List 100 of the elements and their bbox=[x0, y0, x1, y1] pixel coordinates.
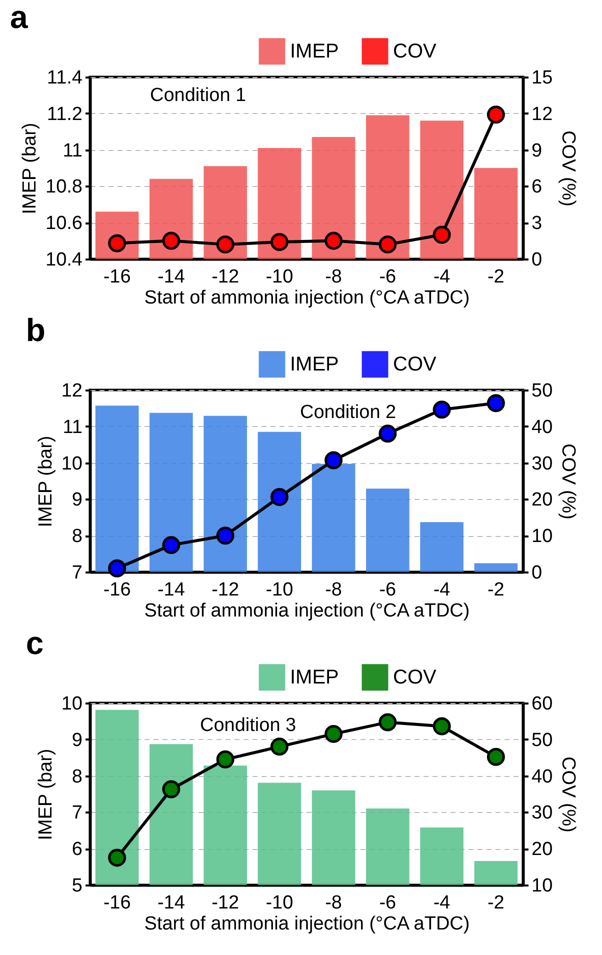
legend-label: IMEP bbox=[290, 666, 339, 688]
point bbox=[486, 394, 505, 412]
y-tick-label: 7 bbox=[72, 802, 82, 824]
point bbox=[108, 848, 126, 867]
y-tick-label: 11 bbox=[62, 416, 82, 438]
y-tick-label: 10 bbox=[61, 453, 82, 474]
x-tick-label: -4 bbox=[433, 580, 451, 600]
y2-tick-label: 10 bbox=[532, 876, 553, 896]
x-tick-label: -14 bbox=[157, 580, 186, 600]
point bbox=[162, 232, 180, 250]
x-tick-label: -4 bbox=[433, 266, 451, 288]
x-tick-label: -8 bbox=[325, 892, 342, 914]
x-tick-label: -8 bbox=[325, 266, 342, 288]
legend-label: IMEP bbox=[290, 353, 339, 376]
point bbox=[378, 713, 397, 732]
point bbox=[270, 488, 288, 506]
y-tick-label: 12 bbox=[61, 380, 82, 402]
y2-tick-label: 0 bbox=[532, 250, 542, 270]
x-axis-title: Start of ammonia injection (°CA aTDC) bbox=[144, 600, 470, 622]
y-axis-title: IMEP (bar) bbox=[35, 436, 56, 528]
y-tick-label: 10.6 bbox=[46, 213, 82, 234]
y2-tick-label: 40 bbox=[532, 416, 553, 438]
y2-tick-label: 20 bbox=[532, 839, 553, 860]
y-tick-label: 10.8 bbox=[46, 176, 82, 198]
y-tick-label: 10.4 bbox=[46, 250, 83, 270]
point bbox=[432, 226, 451, 244]
x-tick-label: -10 bbox=[266, 580, 294, 600]
y2-tick-label: 30 bbox=[532, 802, 553, 824]
legend-label: COV bbox=[393, 40, 437, 62]
y2-axis-title: COV (%) bbox=[558, 444, 579, 520]
legend-label: COV bbox=[393, 666, 437, 688]
x-tick-label: -2 bbox=[487, 266, 504, 288]
x-tick-label: -14 bbox=[157, 892, 186, 914]
y-axis-title: IMEP (bar) bbox=[35, 748, 56, 840]
x-tick-label: -6 bbox=[379, 266, 396, 288]
x-tick-label: -6 bbox=[379, 580, 396, 600]
point bbox=[486, 748, 505, 766]
point bbox=[270, 233, 288, 251]
x-tick-label: -8 bbox=[325, 580, 342, 600]
y-tick-label: 11.4 bbox=[46, 68, 83, 88]
y2-tick-label: 10 bbox=[532, 526, 553, 548]
x-axis-title: Start of ammonia injection (°CA aTDC) bbox=[144, 288, 470, 308]
point bbox=[162, 780, 180, 798]
y2-tick-label: 0 bbox=[532, 562, 542, 584]
y-tick-label: 11 bbox=[62, 140, 82, 162]
y2-tick-label: 60 bbox=[532, 694, 553, 714]
chart-title: c bbox=[26, 625, 44, 661]
point bbox=[324, 451, 343, 470]
annotation: Condition 2 bbox=[300, 402, 396, 423]
y2-tick-label: 50 bbox=[532, 730, 553, 751]
point bbox=[162, 536, 180, 554]
x-tick-label: -16 bbox=[103, 580, 131, 600]
y-tick-label: 11.2 bbox=[46, 104, 82, 125]
chart-title: a bbox=[10, 0, 28, 35]
y2-tick-label: 6 bbox=[532, 176, 542, 198]
y-tick-label: 10 bbox=[61, 694, 82, 714]
y2-tick-label: 50 bbox=[532, 380, 553, 402]
y2-tick-label: 20 bbox=[532, 490, 553, 511]
legend-label: COV bbox=[393, 353, 437, 376]
x-tick-label: -12 bbox=[212, 580, 240, 600]
x-tick-label: -2 bbox=[487, 580, 504, 600]
x-tick-label: -14 bbox=[157, 266, 186, 288]
point bbox=[378, 235, 397, 254]
x-tick-label: -10 bbox=[266, 266, 294, 288]
x-tick-label: -4 bbox=[433, 892, 451, 914]
annotation: Condition 1 bbox=[150, 85, 246, 106]
legend-label: IMEP bbox=[290, 40, 339, 62]
point bbox=[108, 559, 126, 578]
point bbox=[378, 424, 397, 443]
y-axis-title: IMEP (bar) bbox=[20, 122, 41, 214]
x-tick-label: -10 bbox=[266, 892, 294, 914]
chart-title: b bbox=[26, 312, 46, 348]
y2-tick-label: 30 bbox=[532, 453, 553, 474]
point bbox=[432, 400, 451, 419]
point bbox=[216, 526, 234, 545]
point bbox=[216, 750, 234, 768]
x-tick-label: -16 bbox=[103, 266, 131, 288]
x-tick-label: -16 bbox=[103, 892, 131, 914]
x-tick-label: -2 bbox=[487, 892, 504, 914]
x-tick-label: -12 bbox=[212, 892, 240, 914]
point bbox=[486, 106, 505, 124]
y2-tick-label: 9 bbox=[532, 140, 542, 162]
x-tick-label: -12 bbox=[212, 266, 240, 288]
y-tick-label: 6 bbox=[72, 839, 82, 860]
y2-tick-label: 40 bbox=[532, 766, 553, 788]
y2-tick-label: 12 bbox=[532, 104, 553, 125]
point bbox=[270, 738, 288, 756]
y2-axis-title: COV (%) bbox=[558, 756, 579, 832]
y-tick-label: 8 bbox=[72, 766, 82, 788]
x-axis-title: Start of ammonia injection (°CA aTDC) bbox=[144, 914, 470, 934]
point bbox=[324, 232, 343, 250]
y2-tick-label: 15 bbox=[532, 68, 553, 88]
y2-axis-title: COV (%) bbox=[558, 130, 579, 206]
y-tick-label: 7 bbox=[72, 562, 82, 584]
y-tick-label: 5 bbox=[72, 876, 82, 896]
annotation: Condition 3 bbox=[200, 715, 296, 736]
y-tick-label: 8 bbox=[72, 526, 82, 548]
y-tick-label: 9 bbox=[72, 730, 82, 751]
y-tick-label: 9 bbox=[72, 490, 82, 511]
x-tick-label: -6 bbox=[379, 892, 396, 914]
